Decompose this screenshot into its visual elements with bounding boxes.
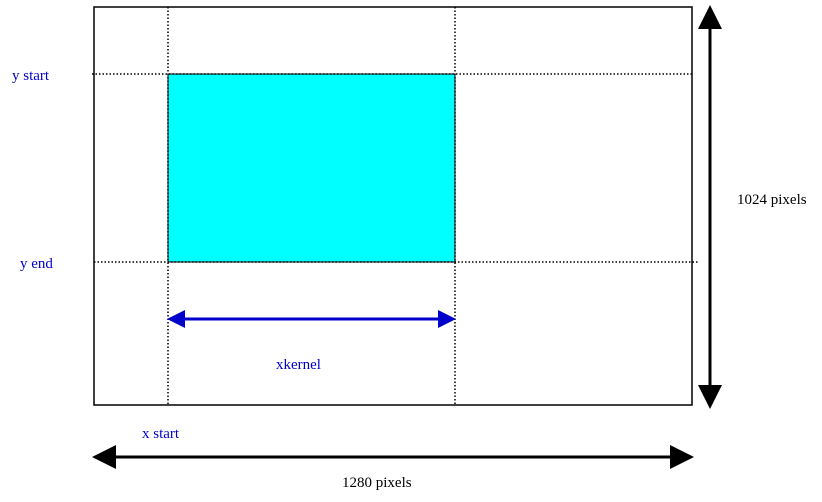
xkernel-label: xkernel [276,357,321,373]
width-label: 1280 pixels [342,475,412,491]
kernel-region [167,73,456,263]
y-end-label: y end [20,256,53,272]
y-start-label: y start [12,68,50,84]
image-frame [93,6,693,406]
x-start-label: x start [142,426,180,442]
height-label: 1024 pixels [737,192,807,208]
